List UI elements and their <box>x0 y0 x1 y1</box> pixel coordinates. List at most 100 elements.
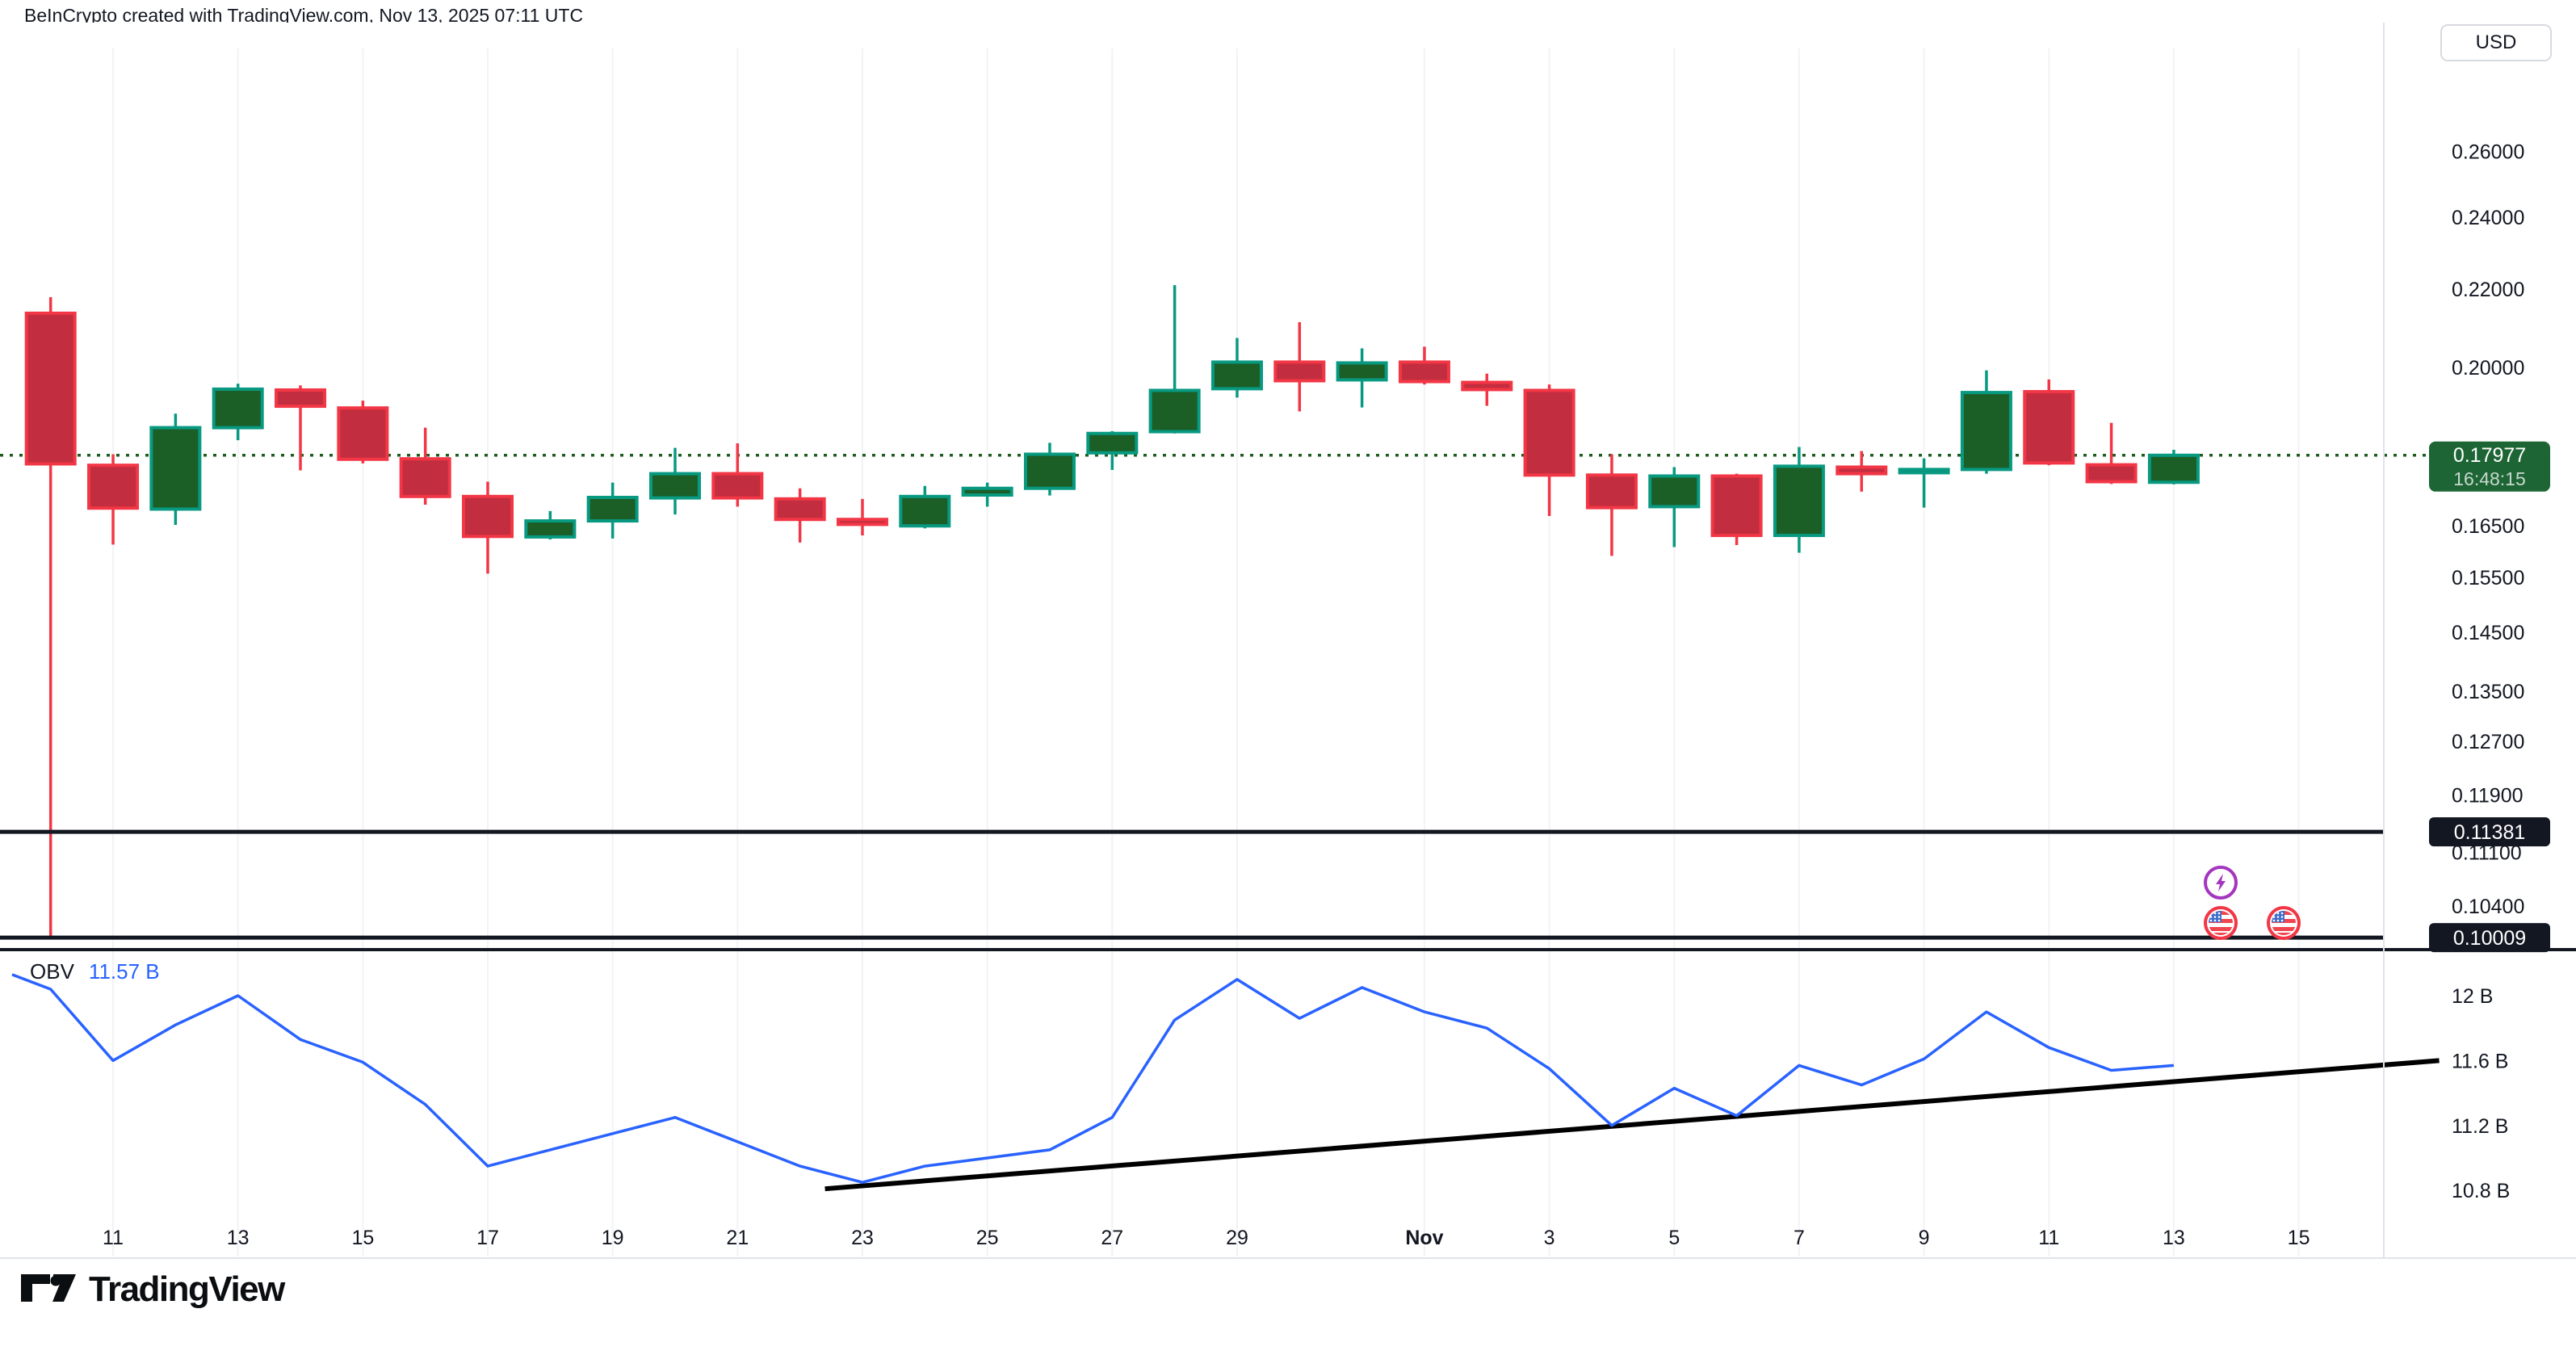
candle <box>1210 338 1263 398</box>
candle <box>524 510 577 540</box>
candle-body <box>337 406 389 461</box>
obv-tick-label: 11.2 B <box>2452 1115 2508 1138</box>
candle <box>1585 454 1638 556</box>
price-tick-label: 0.13500 <box>2452 681 2524 703</box>
candle <box>1273 321 1326 412</box>
candle-body <box>462 494 514 539</box>
price-tick-label: 0.11900 <box>2452 785 2524 808</box>
candle-body <box>149 426 202 511</box>
candle <box>1523 384 1575 516</box>
candle-body <box>1210 360 1263 391</box>
time-tick-label: 5 <box>1668 1227 1680 1249</box>
obv-label[interactable]: OBV <box>30 959 74 984</box>
candle-body <box>1773 464 1825 538</box>
time-tick-label: 9 <box>1919 1227 1930 1249</box>
candle-body <box>711 472 764 500</box>
candle-body <box>1148 388 1201 434</box>
time-tick-label: 17 <box>476 1227 499 1249</box>
candle <box>212 384 264 441</box>
price-tick-label: 0.22000 <box>2452 279 2524 301</box>
currency-axis-button[interactable]: USD <box>2440 24 2552 61</box>
price-pane[interactable] <box>0 23 2384 948</box>
time-tick-label: 3 <box>1544 1227 1555 1249</box>
current-price-tag-price: 0.17977 <box>2453 444 2526 467</box>
obv-tick-label: 12 B <box>2452 985 2493 1008</box>
candle-body <box>1336 361 1388 382</box>
candle <box>1898 458 1950 508</box>
time-tick-label: 13 <box>2163 1227 2185 1249</box>
candle-body <box>1836 465 1888 476</box>
price-tick-label: 0.12700 <box>2452 731 2524 753</box>
candle <box>1960 370 2012 474</box>
candle-body <box>1585 473 1638 510</box>
obv-pane[interactable] <box>0 948 2384 1209</box>
obv-trendline <box>824 1058 2440 1192</box>
candle-body <box>524 519 577 539</box>
time-tick-label: Nov <box>1405 1227 1443 1249</box>
candle <box>2023 379 2075 466</box>
candle <box>149 413 202 526</box>
us-flag-glyph <box>2209 911 2233 935</box>
candle <box>1773 447 1825 553</box>
candle-body <box>87 464 140 510</box>
time-tick-label: 29 <box>1226 1227 1248 1249</box>
support-price-tag-label: 0.11381 <box>2454 821 2526 844</box>
candle <box>711 443 764 507</box>
candle <box>275 385 327 471</box>
price-tick-label: 0.24000 <box>2452 207 2524 229</box>
candle <box>337 401 389 464</box>
candle-body <box>2147 453 2200 485</box>
price-tick-label: 0.14500 <box>2452 622 2524 644</box>
candle-body <box>2023 390 2075 465</box>
attribution-text: BeInCrypto created with TradingView.com,… <box>24 5 584 26</box>
candle <box>2085 422 2138 485</box>
candle <box>649 447 701 515</box>
candle <box>586 482 639 539</box>
time-tick-label: 25 <box>976 1227 999 1249</box>
candle <box>2147 450 2200 485</box>
candle-body <box>586 496 639 523</box>
time-tick-label: 27 <box>1101 1227 1123 1249</box>
candle-body <box>1086 431 1139 455</box>
time-tick-label: 15 <box>351 1227 374 1249</box>
candle <box>1336 348 1388 408</box>
event-us-flag-icon[interactable] <box>2204 906 2238 940</box>
candle <box>87 454 140 545</box>
time-tick-label: 23 <box>851 1227 874 1249</box>
candle <box>462 481 514 574</box>
price-tick-label: 0.26000 <box>2452 141 2524 163</box>
price-tick-label: 0.16500 <box>2452 515 2524 538</box>
candle-body <box>1461 380 1513 392</box>
time-tick-label: 21 <box>726 1227 749 1249</box>
candle-body <box>212 387 264 430</box>
support-price-tag <box>2429 817 2550 847</box>
event-lightning-icon[interactable] <box>2204 866 2238 900</box>
candle-body <box>1960 391 2012 472</box>
time-tick-label: 15 <box>2288 1227 2310 1249</box>
candle-body <box>2085 463 2138 484</box>
candle-body <box>961 486 1013 497</box>
candle <box>1710 473 1763 546</box>
candle <box>899 485 951 529</box>
time-axis[interactable] <box>0 1214 2576 1258</box>
lightning-bolt-glyph <box>2216 874 2226 891</box>
time-tick-label: 11 <box>103 1227 124 1249</box>
candle-body <box>1523 388 1575 477</box>
obv-indicator-row: OBV 11.57 B <box>30 959 160 984</box>
support-price-tag <box>2429 923 2550 953</box>
candle-body <box>1710 474 1763 538</box>
candle <box>399 427 451 506</box>
support-price-tag-label: 0.10009 <box>2453 927 2526 950</box>
event-us-flag-icon[interactable] <box>2267 906 2301 940</box>
obv-value: 11.57 B <box>88 959 160 984</box>
candle-body <box>1648 474 1701 509</box>
candle-body <box>275 388 327 409</box>
candle-body <box>1023 452 1076 490</box>
candle-body <box>1898 468 1950 475</box>
candle <box>1836 451 1888 492</box>
current-price-tag <box>2429 441 2550 492</box>
candle <box>1398 346 1450 385</box>
candle <box>1648 467 1701 547</box>
obv-tick-label: 11.6 B <box>2452 1050 2508 1072</box>
